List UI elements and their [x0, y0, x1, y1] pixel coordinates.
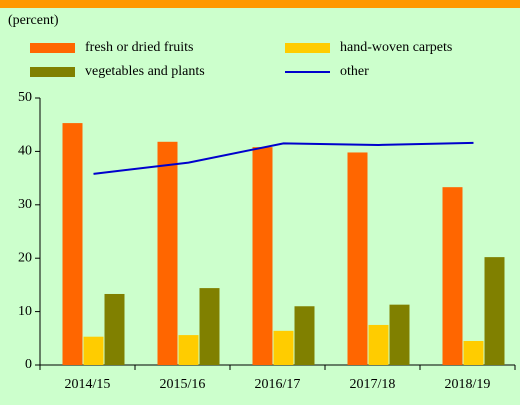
legend-label: hand-woven carpets	[340, 40, 452, 55]
legend-swatch	[30, 67, 75, 77]
legend-label: other	[340, 64, 369, 79]
x-tick-label: 2017/18	[350, 377, 396, 392]
bar	[199, 288, 220, 365]
y-tick-label: 10	[18, 304, 32, 319]
bar	[178, 335, 199, 365]
legend-swatch	[30, 43, 75, 53]
y-tick-label: 0	[25, 357, 32, 372]
bar	[104, 293, 125, 365]
x-tick-label: 2016/17	[255, 377, 301, 392]
bar	[157, 141, 178, 365]
unit-label: (percent)	[8, 13, 59, 28]
bar	[294, 306, 315, 365]
bar	[83, 336, 104, 365]
bar	[484, 257, 505, 365]
legend-label: fresh or dried fruits	[85, 40, 193, 55]
y-tick-label: 50	[18, 90, 32, 105]
legend-label: vegetables and plants	[85, 64, 205, 79]
x-tick-label: 2018/19	[445, 377, 491, 392]
bar	[273, 330, 294, 365]
bar	[442, 187, 463, 365]
top-strip	[0, 0, 520, 8]
y-tick-label: 30	[18, 197, 32, 212]
bar	[62, 123, 83, 366]
x-tick-label: 2014/15	[65, 377, 111, 392]
bar	[347, 152, 368, 365]
y-tick-label: 20	[18, 250, 32, 265]
bar	[463, 340, 484, 365]
bar	[368, 324, 389, 365]
legend-swatch	[285, 43, 330, 53]
bar	[252, 147, 273, 365]
bar	[389, 304, 410, 365]
y-tick-label: 40	[18, 144, 32, 159]
x-tick-label: 2015/16	[160, 377, 206, 392]
line	[93, 141, 474, 175]
